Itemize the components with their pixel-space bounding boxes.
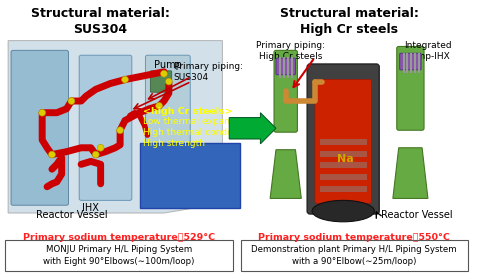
FancyBboxPatch shape: [320, 174, 367, 180]
FancyBboxPatch shape: [307, 64, 379, 214]
FancyBboxPatch shape: [11, 50, 69, 205]
Circle shape: [39, 109, 46, 116]
Text: <high Cr steels>: <high Cr steels>: [143, 107, 232, 116]
Circle shape: [68, 98, 75, 105]
FancyBboxPatch shape: [145, 55, 190, 186]
Circle shape: [92, 151, 99, 158]
Text: Primary sodium temperature：550°C: Primary sodium temperature：550°C: [258, 233, 450, 242]
Text: High strength: High strength: [143, 139, 204, 148]
FancyBboxPatch shape: [140, 143, 240, 208]
FancyArrow shape: [229, 113, 276, 144]
FancyBboxPatch shape: [397, 46, 424, 130]
FancyBboxPatch shape: [320, 162, 367, 168]
Text: Reactor Vessel: Reactor Vessel: [36, 210, 107, 220]
Circle shape: [156, 103, 163, 109]
Text: Primary sodium temperature：529°C: Primary sodium temperature：529°C: [23, 233, 215, 242]
Text: Primary piping:
High Cr steels: Primary piping: High Cr steels: [256, 41, 325, 61]
FancyBboxPatch shape: [400, 53, 421, 70]
FancyBboxPatch shape: [320, 151, 367, 157]
Text: Low thermal expansion: Low thermal expansion: [143, 117, 248, 126]
FancyBboxPatch shape: [276, 58, 296, 75]
FancyBboxPatch shape: [315, 80, 372, 203]
Polygon shape: [8, 41, 222, 213]
Text: Integrated
pump-IHX: Integrated pump-IHX: [404, 41, 452, 61]
FancyBboxPatch shape: [79, 55, 132, 200]
Text: Na: Na: [337, 155, 353, 165]
Circle shape: [121, 76, 129, 83]
Polygon shape: [270, 150, 301, 198]
Text: Demonstration plant Primary H/L Piping System
with a 90°Elbow(∼25m/loop): Demonstration plant Primary H/L Piping S…: [251, 245, 456, 266]
FancyBboxPatch shape: [241, 240, 468, 272]
FancyBboxPatch shape: [5, 240, 233, 272]
FancyBboxPatch shape: [320, 139, 367, 145]
Text: Pump: Pump: [154, 60, 182, 70]
Text: IHX: IHX: [83, 203, 99, 213]
Text: Structural material:
High Cr steels: Structural material: High Cr steels: [279, 6, 419, 36]
Ellipse shape: [312, 200, 374, 222]
FancyBboxPatch shape: [150, 71, 172, 92]
Text: Reactor Vessel: Reactor Vessel: [381, 210, 453, 220]
Polygon shape: [393, 148, 428, 198]
Text: High thermal conductivity: High thermal conductivity: [143, 128, 261, 137]
FancyBboxPatch shape: [320, 186, 367, 192]
Text: MONJU Primary H/L Piping System
with Eight 90°Elbows(∼100m/loop): MONJU Primary H/L Piping System with Eig…: [44, 245, 195, 266]
Text: Structural material:
SUS304: Structural material: SUS304: [31, 6, 170, 36]
Text: Primary piping:
SUS304: Primary piping: SUS304: [174, 62, 243, 82]
Circle shape: [48, 151, 55, 158]
Circle shape: [97, 144, 104, 151]
Circle shape: [166, 78, 172, 85]
Circle shape: [117, 127, 123, 134]
FancyBboxPatch shape: [274, 50, 298, 132]
Circle shape: [160, 70, 168, 77]
